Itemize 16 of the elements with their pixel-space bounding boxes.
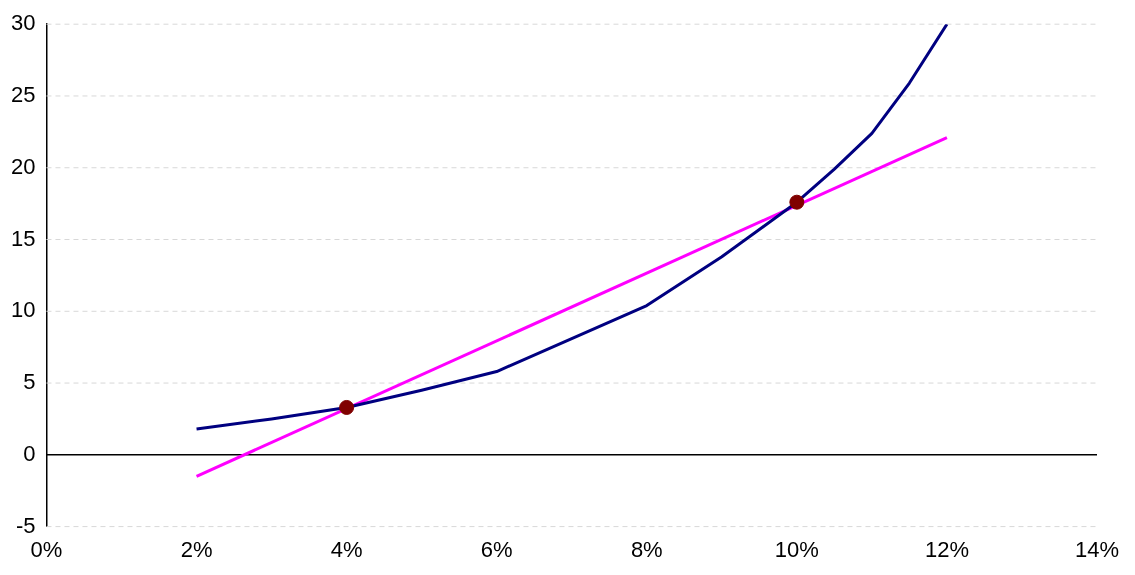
x-tick-label: 2% — [180, 536, 213, 562]
x-tick-label: 10% — [774, 536, 819, 562]
x-tick-label: 8% — [630, 536, 663, 562]
y-tick-label: 0 — [23, 440, 36, 466]
y-tick-label: -5 — [15, 512, 36, 538]
y-tick-label: 30 — [10, 10, 36, 36]
y-tick-label: 5 — [23, 369, 36, 395]
y-tick-label: 25 — [10, 82, 36, 108]
y-tick-label: 15 — [10, 225, 36, 251]
x-tick-label: 6% — [480, 536, 513, 562]
x-tick-label: 0% — [30, 536, 63, 562]
y-tick-label: 20 — [10, 153, 36, 179]
x-tick-label: 12% — [924, 536, 969, 562]
x-tick-label: 14% — [1074, 536, 1120, 562]
x-tick-label: 4% — [330, 536, 363, 562]
y-tick-label: 10 — [10, 297, 36, 323]
